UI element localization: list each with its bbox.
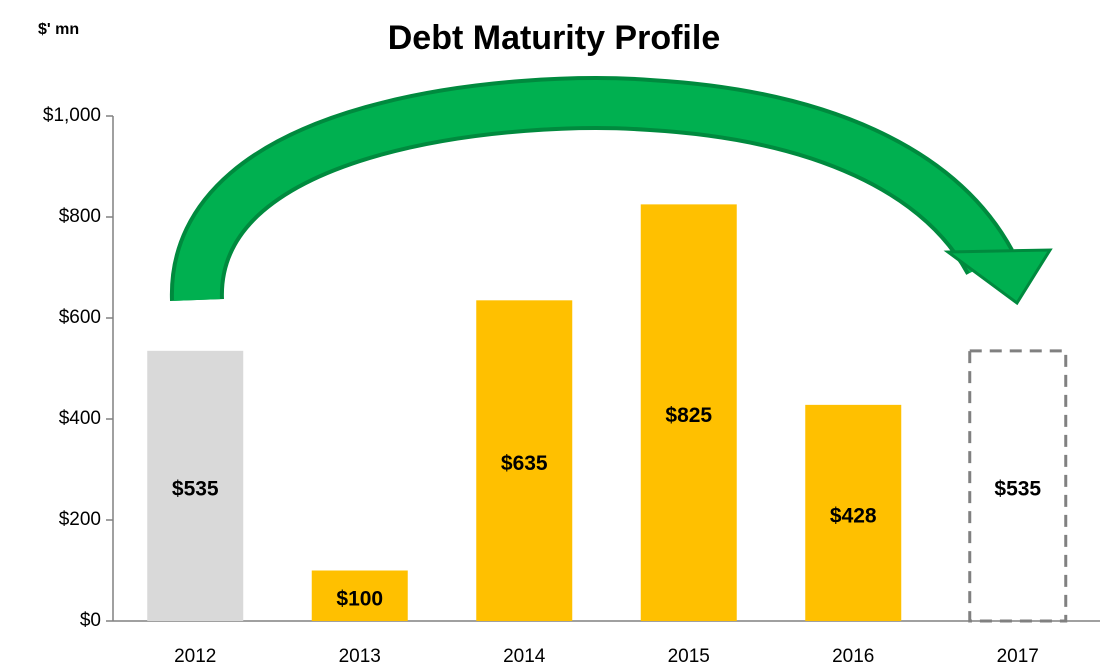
y-tick-label: $600 bbox=[59, 307, 101, 328]
bar bbox=[476, 300, 573, 621]
value-label: $635 bbox=[501, 452, 548, 475]
bar bbox=[968, 349, 1068, 623]
x-tick-label: 2012 bbox=[174, 646, 216, 666]
value-label: $100 bbox=[336, 587, 383, 610]
x-tick-label: 2017 bbox=[997, 646, 1039, 666]
unit-label: $' mn bbox=[38, 21, 79, 38]
x-tick-label: 2014 bbox=[503, 646, 546, 666]
bar bbox=[640, 204, 737, 621]
bar bbox=[805, 404, 902, 621]
bar bbox=[147, 350, 244, 621]
x-tick-label: 2016 bbox=[832, 646, 874, 666]
y-tick-label: $1,000 bbox=[43, 105, 101, 126]
x-tick-label: 2015 bbox=[668, 646, 710, 666]
y-tick-label: $200 bbox=[59, 509, 101, 530]
chart-title: Debt Maturity Profile bbox=[388, 19, 720, 57]
value-label: $825 bbox=[665, 404, 712, 427]
y-tick-label: $800 bbox=[59, 206, 101, 227]
value-label: $535 bbox=[994, 477, 1041, 500]
refinance-arrow bbox=[169, 76, 1053, 306]
value-label: $535 bbox=[172, 477, 219, 500]
y-tick-label: $400 bbox=[59, 408, 101, 429]
bar bbox=[311, 570, 408, 621]
x-tick-label: 2013 bbox=[339, 646, 381, 666]
value-label: $428 bbox=[830, 504, 877, 527]
y-tick-label: $0 bbox=[80, 610, 101, 631]
